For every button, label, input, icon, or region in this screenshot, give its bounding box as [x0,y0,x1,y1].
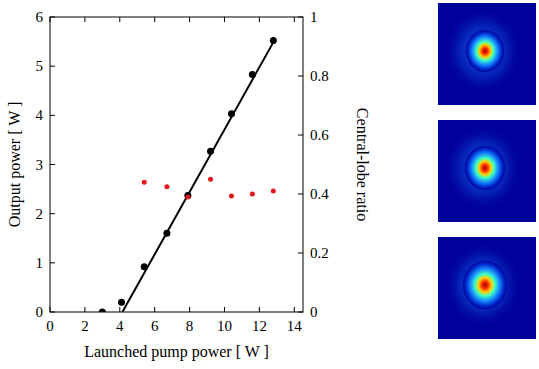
beam-profile [438,237,536,339]
y2-tick [298,194,303,195]
power-point [118,299,125,306]
ratio-point [164,184,169,189]
ratio-point [142,180,147,185]
x-tick [259,307,260,312]
y-tick-label: 5 [36,58,44,74]
x-tick [224,307,225,312]
ratio-point [208,177,213,182]
y-tick-label: 3 [36,157,44,173]
ratio-point [185,194,190,199]
y2-axis-title: Central-lobe ratio [354,108,371,221]
y2-tick-label: 0.6 [310,127,329,143]
x-tick-label: 10 [217,318,232,334]
y-tick [50,115,55,116]
y-tick [50,262,55,263]
y2-tick-label: 0.4 [310,186,329,202]
y2-tick-label: 1 [310,9,318,25]
x-tick-label: 0 [46,318,54,334]
y-tick [50,66,55,67]
x-tick [119,307,120,312]
x-tick [84,307,85,312]
x-tick [50,307,51,312]
x-axis-title: Launched pump power [ W ] [84,343,269,361]
x-tick-label: 14 [287,318,303,334]
y-tick [50,164,55,165]
y2-tick-label: 0 [310,304,318,320]
y-tick-label: 1 [36,255,44,271]
y-tick-label: 6 [36,9,44,25]
y-tick [50,213,55,214]
y2-tick [298,17,303,18]
y2-tick-label: 0.2 [310,245,329,261]
x-tick [189,17,190,22]
x-tick-label: 8 [186,318,194,334]
plot-area [99,37,277,312]
x-tick [294,17,295,22]
x-tick [224,17,225,22]
x-tick-label: 2 [81,318,89,334]
beam-profile [438,120,536,222]
ratio-point [229,194,234,199]
ratio-point [250,192,255,197]
y-tick-label: 0 [36,304,44,320]
power-point [99,309,106,313]
x-tick-label: 12 [252,318,267,334]
x-tick [50,17,51,22]
fit-line [122,39,275,312]
x-tick [154,307,155,312]
y2-tick [298,253,303,254]
y-tick [50,17,55,18]
y2-tick [298,135,303,136]
x-tick [294,307,295,312]
x-tick [259,17,260,22]
y2-tick [298,76,303,77]
beam-profile [438,3,536,105]
x-tick [189,307,190,312]
y-axis-title: Output power [ W ] [6,102,24,228]
y2-tick [298,312,303,313]
x-tick [84,17,85,22]
chart: 02468101214012345600.20.40.60.81Launched… [0,0,539,369]
x-tick-label: 4 [116,318,124,334]
x-tick [154,17,155,22]
y2-tick-label: 0.8 [310,68,329,84]
x-tick [119,17,120,22]
ratio-point [271,189,276,194]
y-tick-label: 4 [36,107,44,123]
y-tick [50,312,55,313]
x-tick-label: 6 [151,318,159,334]
plot-frame [50,17,303,312]
y-tick-label: 2 [36,206,44,222]
